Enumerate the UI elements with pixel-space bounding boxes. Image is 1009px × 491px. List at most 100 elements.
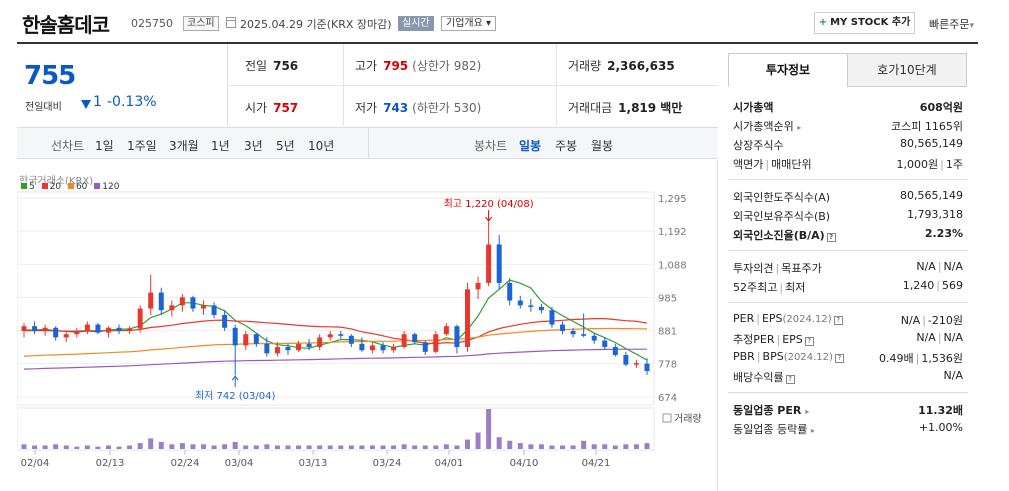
- volume-bar: [42, 445, 48, 449]
- y-tick-label: 881: [658, 327, 677, 338]
- volume-bar: [422, 445, 428, 449]
- row-cap-rank[interactable]: 시가총액순위 ▸ 코스피 1165위: [733, 118, 963, 136]
- legend-swatch: [67, 183, 74, 189]
- volume-bar: [274, 445, 280, 449]
- candle-body: [306, 343, 312, 348]
- volume-bar: [148, 438, 154, 449]
- stock-name: 한솔홈데코: [22, 13, 110, 37]
- period-5y[interactable]: 5년: [276, 139, 295, 153]
- est-per-label: 추정PER | EPS?: [733, 331, 814, 347]
- stock-code: 025750: [131, 17, 173, 30]
- tab-investment-info[interactable]: 투자정보: [728, 53, 848, 87]
- mystock-add-button[interactable]: + MY STOCK 추가: [814, 12, 915, 34]
- volume-label: 거래량: [674, 413, 702, 425]
- volume-bar: [169, 444, 175, 449]
- bps-text: BPS: [762, 350, 784, 363]
- candle-monthly-tab[interactable]: 월봉: [591, 139, 614, 153]
- candle-body: [317, 337, 323, 348]
- prev-close: 전일 756: [245, 57, 298, 74]
- candle-body: [391, 347, 397, 351]
- caret-right-icon: ▸: [805, 407, 810, 416]
- period-3m[interactable]: 3개월: [169, 139, 199, 153]
- candle-body: [496, 244, 502, 283]
- candle-body: [222, 314, 228, 328]
- foreign-hold-label: 외국인보유주식수(B): [733, 210, 831, 223]
- candle-body: [169, 305, 175, 311]
- separator: |: [936, 279, 940, 292]
- row-pbr-bps: PBR | BPS(2024.12)? 0.49배 | 1,536원: [733, 350, 963, 368]
- volume-bar: [63, 445, 69, 449]
- info-icon[interactable]: ?: [833, 316, 843, 325]
- quick-order-label: 빠른주문: [929, 18, 970, 31]
- candle-weekly-tab[interactable]: 주봉: [555, 139, 578, 153]
- period-10y[interactable]: 10년: [308, 139, 335, 153]
- candle-body: [327, 334, 333, 338]
- candle-body: [148, 292, 154, 309]
- volume-bar: [317, 445, 323, 449]
- chart-canvas: 1,295 1,192 1,088 985 881 778 674 최고 1,220 (04/…: [17, 191, 702, 469]
- ma-legend: 5 20 60 120: [21, 182, 119, 192]
- opinion-value: N/A | N/A: [916, 260, 963, 273]
- info-icon[interactable]: ?: [834, 354, 844, 363]
- row-sector-rate[interactable]: 동일업종 등락률 ▸ +1.00%: [733, 421, 963, 439]
- info-icon[interactable]: ?: [804, 337, 814, 346]
- candle-body: [623, 355, 629, 365]
- target-text: 목표주가: [781, 262, 822, 275]
- y-tick-label: 674: [658, 393, 677, 404]
- volume-bar: [201, 444, 207, 449]
- candle-body: [264, 343, 270, 354]
- period-3y[interactable]: 3년: [244, 139, 263, 153]
- y-tick-label: 1,295: [658, 194, 687, 205]
- separator: |: [779, 281, 784, 294]
- row-sector-per[interactable]: 동일업종 PER ▸ 11.32배: [733, 402, 963, 420]
- volume-bar: [433, 445, 439, 449]
- pbr-text: PBR: [733, 350, 755, 363]
- company-info-dropdown[interactable]: 기업개요 ▾: [441, 16, 497, 31]
- volume-bar: [338, 445, 344, 449]
- realtime-button[interactable]: 실시간: [398, 16, 434, 31]
- period-1w[interactable]: 1주일: [127, 139, 157, 153]
- upper-limit: (상한가 982): [412, 59, 482, 73]
- separator: |: [922, 314, 926, 327]
- period-1d[interactable]: 1일: [95, 139, 114, 153]
- market-cap-value: 608억원: [919, 101, 963, 114]
- volume: 거래량 2,366,635: [568, 57, 675, 74]
- x-tick-label: 03/13: [299, 458, 328, 469]
- separator: |: [940, 158, 944, 171]
- tab-orderbook-10[interactable]: 호가10단계: [847, 53, 967, 87]
- row-shares: 상장주식수 80,565,149: [733, 137, 963, 155]
- face-label: 액면가: [733, 158, 764, 171]
- separator: |: [915, 352, 920, 365]
- row-52week: 52주최고 | 최저 1,240 | 569: [733, 279, 963, 297]
- volume-bar: [116, 446, 122, 449]
- info-icon[interactable]: ?: [826, 233, 836, 242]
- volume-bar: [412, 445, 418, 449]
- candle-body: [105, 327, 111, 333]
- foreign-limit-label: 외국인한도주식수(A): [733, 191, 831, 204]
- trade-value-value: 1,819 백만: [618, 101, 683, 115]
- volume-bar: [211, 445, 217, 449]
- opinion-text: 투자의견: [733, 262, 774, 275]
- shares-value: 80,565,149: [900, 137, 963, 150]
- legend-swatch: [21, 183, 27, 189]
- est-per-value-text: N/A: [916, 331, 936, 344]
- volume-bar: [74, 446, 80, 449]
- foreign-limit-value: 80,565,149: [900, 189, 963, 202]
- quick-order-dropdown[interactable]: 빠른주문▾: [929, 16, 974, 32]
- legend-ma20: 20: [49, 182, 62, 192]
- candle-body: [158, 292, 164, 311]
- per-eps-value: N/A | -210원: [901, 312, 963, 328]
- x-tick-label: 03/24: [373, 458, 402, 469]
- period-1y[interactable]: 1년: [211, 139, 230, 153]
- volume-bar: [475, 432, 481, 449]
- legend-ma5: 5: [29, 182, 35, 192]
- volume-bar: [454, 445, 460, 449]
- candle-body: [190, 297, 196, 309]
- cap-rank-text: 시가총액순위: [733, 120, 794, 133]
- dividend-value: N/A: [943, 369, 963, 382]
- separator: |: [775, 262, 780, 275]
- volume-bar: [570, 445, 576, 449]
- high-annotation: 최고 1,220 (04/08): [444, 198, 534, 210]
- info-icon[interactable]: ?: [785, 375, 795, 384]
- candle-daily-tab[interactable]: 일봉: [519, 139, 542, 153]
